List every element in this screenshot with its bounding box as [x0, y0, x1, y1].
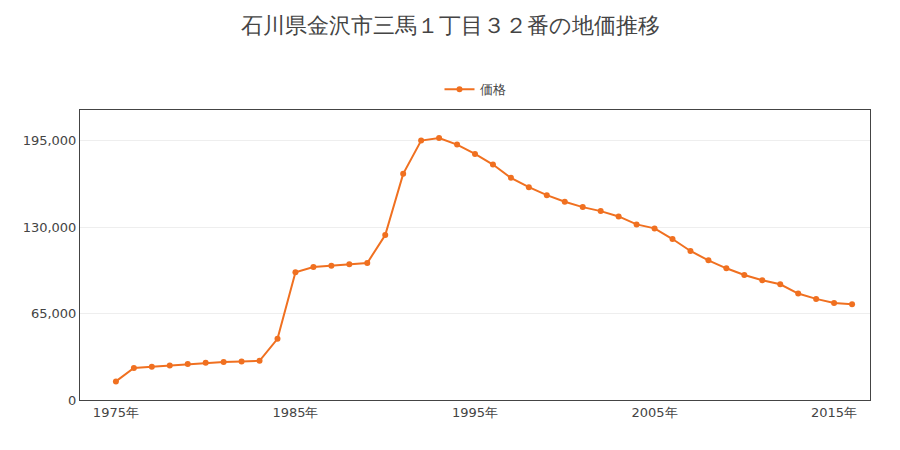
svg-text:1985年: 1985年: [272, 405, 318, 420]
svg-text:1995年: 1995年: [452, 405, 498, 420]
svg-text:65,000: 65,000: [31, 306, 77, 321]
svg-text:石川県金沢市三馬１丁目３２番の地価推移: 石川県金沢市三馬１丁目３２番の地価推移: [241, 13, 660, 38]
svg-text:195,000: 195,000: [23, 133, 77, 148]
svg-text:2015年: 2015年: [811, 405, 857, 420]
svg-text:1975年: 1975年: [93, 405, 139, 420]
svg-text:130,000: 130,000: [23, 220, 77, 235]
svg-text:2005年: 2005年: [632, 405, 678, 420]
svg-text:価格: 価格: [480, 82, 506, 97]
svg-text:0: 0: [68, 393, 76, 408]
